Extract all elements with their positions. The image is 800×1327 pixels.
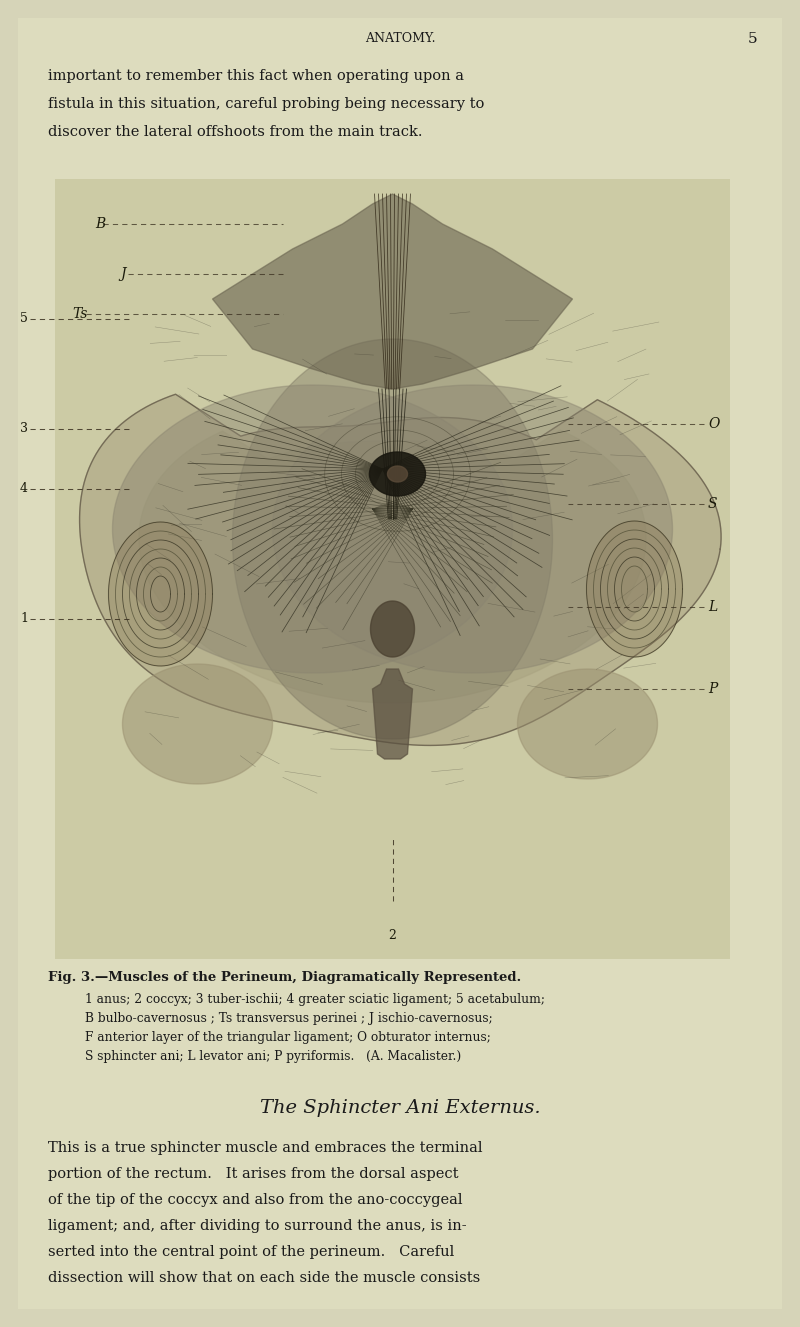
Text: S: S: [708, 498, 718, 511]
Text: 4: 4: [20, 483, 28, 495]
Polygon shape: [586, 522, 682, 657]
Polygon shape: [370, 601, 414, 657]
Text: dissection will show that on each side the muscle consists: dissection will show that on each side t…: [48, 1271, 480, 1285]
Text: ligament; and, after dividing to surround the anus, is in-: ligament; and, after dividing to surroun…: [48, 1220, 466, 1233]
FancyBboxPatch shape: [18, 19, 782, 1308]
Text: 1 anus; 2 coccyx; 3 tuber-ischii; 4 greater sciatic ligament; 5 acetabulum;: 1 anus; 2 coccyx; 3 tuber-ischii; 4 grea…: [85, 993, 545, 1006]
Text: ANATOMY.: ANATOMY.: [365, 32, 435, 45]
Text: B bulbo-cavernosus ; Ts transversus perinei ; J ischio-cavernosus;: B bulbo-cavernosus ; Ts transversus peri…: [85, 1013, 493, 1024]
Text: B: B: [95, 218, 106, 231]
Text: discover the lateral offshoots from the main track.: discover the lateral offshoots from the …: [48, 125, 422, 139]
Polygon shape: [79, 394, 721, 746]
Polygon shape: [109, 522, 213, 666]
Polygon shape: [122, 664, 273, 784]
Text: fistula in this situation, careful probing being necessary to: fistula in this situation, careful probi…: [48, 97, 484, 111]
Polygon shape: [373, 669, 413, 759]
FancyBboxPatch shape: [55, 179, 730, 959]
Text: serted into the central point of the perineum.   Careful: serted into the central point of the per…: [48, 1245, 454, 1259]
Text: 5: 5: [20, 312, 28, 325]
Text: S sphincter ani; L levator ani; P pyriformis.   (A. Macalister.): S sphincter ani; L levator ani; P pyrifo…: [85, 1050, 462, 1063]
Text: important to remember this fact when operating upon a: important to remember this fact when ope…: [48, 69, 464, 84]
Polygon shape: [370, 453, 426, 496]
Text: Fig. 3.—Muscles of the Perineum, Diagramatically Represented.: Fig. 3.—Muscles of the Perineum, Diagram…: [48, 971, 522, 985]
Text: 3: 3: [20, 422, 28, 435]
Text: 2: 2: [389, 929, 397, 942]
Polygon shape: [139, 430, 646, 703]
Text: P: P: [708, 682, 718, 695]
Text: 1: 1: [20, 613, 28, 625]
Polygon shape: [233, 338, 553, 739]
Polygon shape: [273, 385, 673, 673]
Polygon shape: [113, 385, 513, 673]
Text: F anterior layer of the triangular ligament; O obturator internus;: F anterior layer of the triangular ligam…: [85, 1031, 491, 1044]
Text: 5: 5: [748, 32, 758, 46]
Polygon shape: [518, 669, 658, 779]
Text: portion of the rectum.   It arises from the dorsal aspect: portion of the rectum. It arises from th…: [48, 1166, 458, 1181]
Text: J: J: [120, 267, 126, 281]
Text: This is a true sphincter muscle and embraces the terminal: This is a true sphincter muscle and embr…: [48, 1141, 482, 1154]
Polygon shape: [387, 466, 407, 482]
Text: Ts: Ts: [72, 307, 87, 321]
Text: O: O: [708, 417, 719, 431]
Polygon shape: [213, 194, 573, 389]
Text: of the tip of the coccyx and also from the ano-coccygeal: of the tip of the coccyx and also from t…: [48, 1193, 462, 1208]
Text: The Sphincter Ani Externus.: The Sphincter Ani Externus.: [260, 1099, 540, 1117]
Text: L: L: [708, 600, 718, 614]
